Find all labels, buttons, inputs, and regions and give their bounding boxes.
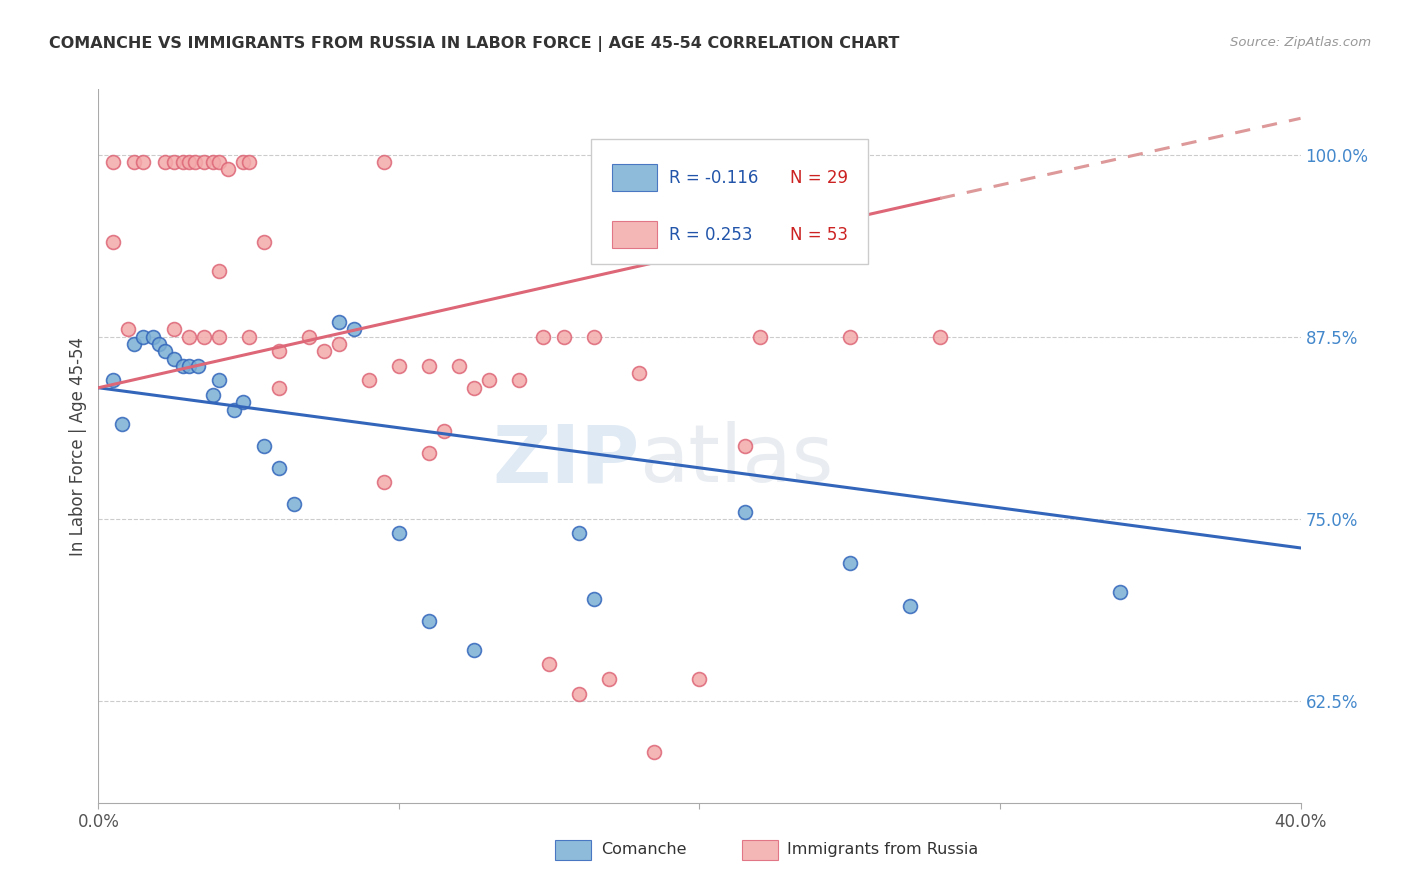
Point <box>328 315 350 329</box>
Point <box>418 446 440 460</box>
Point <box>103 155 125 169</box>
Point <box>117 322 139 336</box>
Point <box>267 344 290 359</box>
Point <box>238 330 260 344</box>
Point <box>267 381 290 395</box>
Point <box>568 687 591 701</box>
Bar <box>741 840 778 860</box>
Point <box>132 330 155 344</box>
Point <box>418 614 440 628</box>
Point <box>598 672 620 686</box>
Text: Source: ZipAtlas.com: Source: ZipAtlas.com <box>1230 36 1371 49</box>
Point <box>418 359 440 373</box>
Point <box>177 330 200 344</box>
Point <box>208 155 231 169</box>
Point <box>531 330 554 344</box>
Point <box>267 460 290 475</box>
Point <box>124 155 146 169</box>
Point <box>373 475 395 490</box>
Point <box>1109 584 1132 599</box>
Point <box>208 330 231 344</box>
Point <box>898 599 921 614</box>
Point <box>447 359 470 373</box>
Point <box>748 330 770 344</box>
Point <box>193 155 215 169</box>
Point <box>183 155 205 169</box>
Point <box>232 395 254 409</box>
FancyBboxPatch shape <box>592 139 868 264</box>
Point <box>478 374 501 388</box>
Point <box>177 359 200 373</box>
Point <box>929 330 952 344</box>
Point <box>643 745 665 759</box>
Text: Immigrants from Russia: Immigrants from Russia <box>787 842 979 856</box>
Bar <box>612 164 658 191</box>
Point <box>538 657 561 672</box>
Point <box>312 344 335 359</box>
Point <box>187 359 209 373</box>
Point <box>232 155 254 169</box>
Text: atlas: atlas <box>640 421 834 500</box>
Text: R = -0.116: R = -0.116 <box>669 169 759 187</box>
Point <box>162 155 184 169</box>
Point <box>201 388 224 402</box>
Point <box>373 155 395 169</box>
Point <box>689 672 711 686</box>
Point <box>463 643 485 657</box>
Point <box>388 359 411 373</box>
Point <box>583 330 606 344</box>
Point <box>343 322 366 336</box>
Text: R = 0.253: R = 0.253 <box>669 227 754 244</box>
Point <box>388 526 411 541</box>
Bar <box>555 840 592 860</box>
Text: ZIP: ZIP <box>492 421 640 500</box>
Point <box>628 366 651 380</box>
Point <box>238 155 260 169</box>
Point <box>124 337 146 351</box>
Point <box>568 526 591 541</box>
Point <box>463 381 485 395</box>
Point <box>172 359 194 373</box>
Point <box>177 155 200 169</box>
Point <box>734 439 756 453</box>
Point <box>283 497 305 511</box>
Y-axis label: In Labor Force | Age 45-54: In Labor Force | Age 45-54 <box>69 336 87 556</box>
Point <box>162 351 184 366</box>
Point <box>103 374 125 388</box>
Text: Comanche: Comanche <box>600 842 686 856</box>
Point <box>153 155 176 169</box>
Point <box>298 330 321 344</box>
Point <box>193 330 215 344</box>
Bar <box>612 221 658 248</box>
Point <box>111 417 134 432</box>
Point <box>132 155 155 169</box>
Point <box>553 330 575 344</box>
Point <box>208 264 231 278</box>
Text: COMANCHE VS IMMIGRANTS FROM RUSSIA IN LABOR FORCE | AGE 45-54 CORRELATION CHART: COMANCHE VS IMMIGRANTS FROM RUSSIA IN LA… <box>49 36 900 52</box>
Point <box>433 425 456 439</box>
Point <box>508 374 530 388</box>
Point <box>172 155 194 169</box>
Point <box>838 330 860 344</box>
Point <box>253 439 276 453</box>
Point <box>201 155 224 169</box>
Point <box>222 402 245 417</box>
Point <box>583 591 606 606</box>
Point <box>148 337 170 351</box>
Point <box>103 235 125 249</box>
Point <box>217 162 239 177</box>
Text: N = 53: N = 53 <box>790 227 848 244</box>
Point <box>838 556 860 570</box>
Point <box>162 322 184 336</box>
Point <box>153 344 176 359</box>
Point <box>141 330 163 344</box>
Text: N = 29: N = 29 <box>790 169 848 187</box>
Point <box>734 504 756 518</box>
Point <box>253 235 276 249</box>
Point <box>357 374 380 388</box>
Point <box>208 374 231 388</box>
Point <box>328 337 350 351</box>
